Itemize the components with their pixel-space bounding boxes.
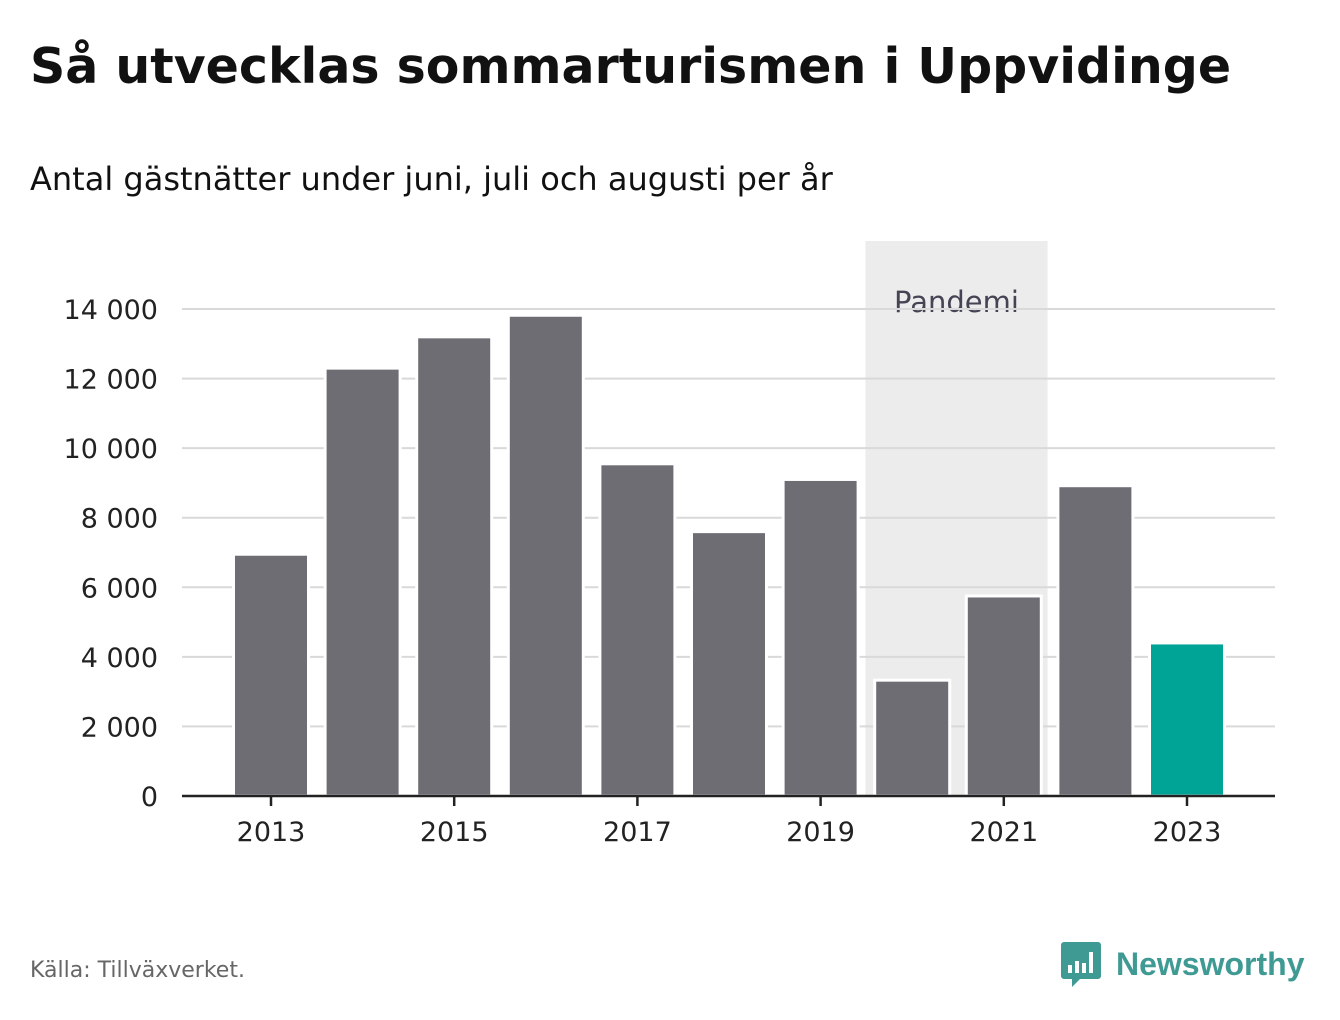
newsworthy-logo-icon <box>1061 942 1101 987</box>
x-tick-label: 2021 <box>969 817 1038 848</box>
x-tick-label: 2015 <box>420 817 489 848</box>
x-tick-label: 2017 <box>603 817 672 848</box>
y-tick-label: 12 000 <box>64 365 158 396</box>
bar-chart: Pandemi 0 2 000 4 000 6 000 8 000 10 000 12 00… <box>64 241 1275 848</box>
bar-2023 <box>1148 641 1226 798</box>
y-tick-label: 2 000 <box>81 712 158 743</box>
brand-logo[interactable]: Newsworthy <box>1060 940 1304 988</box>
brand-name: Newsworthy <box>1116 945 1305 982</box>
x-tick-label: 2023 <box>1153 817 1222 848</box>
y-tick-label: 8 000 <box>81 504 158 535</box>
bar-2014 <box>323 366 402 798</box>
y-tick-label: 14 000 <box>64 295 158 326</box>
x-tick-label: 2013 <box>237 817 306 848</box>
axis-layer: 0 2 000 4 000 6 000 8 000 10 000 12 000 14 000 2… <box>64 295 1275 848</box>
y-tick-label: 10 000 <box>64 434 158 465</box>
chart-title: Så utvecklas sommarturismen i Uppvidinge <box>30 38 1232 95</box>
y-tick-label: 4 000 <box>81 643 158 674</box>
bar-2015 <box>415 335 494 798</box>
bar-2021 <box>964 594 1043 798</box>
bar-2016 <box>506 313 585 798</box>
bars-layer <box>232 313 1226 798</box>
pandemic-label: Pandemi <box>894 285 1019 319</box>
x-tick-label: 2019 <box>786 817 855 848</box>
y-tick-label: 0 <box>141 782 158 813</box>
bar-2019 <box>781 477 860 798</box>
chart-subtitle: Antal gästnätter under juni, juli och au… <box>30 160 833 198</box>
bar-2022 <box>1056 484 1135 798</box>
bar-2020 <box>873 678 952 798</box>
bar-2017 <box>598 462 677 798</box>
bar-2013 <box>232 552 310 798</box>
source-note: Källa: Tillväxverket. <box>30 958 245 983</box>
bar-2018 <box>690 530 768 798</box>
y-tick-label: 6 000 <box>81 573 158 604</box>
